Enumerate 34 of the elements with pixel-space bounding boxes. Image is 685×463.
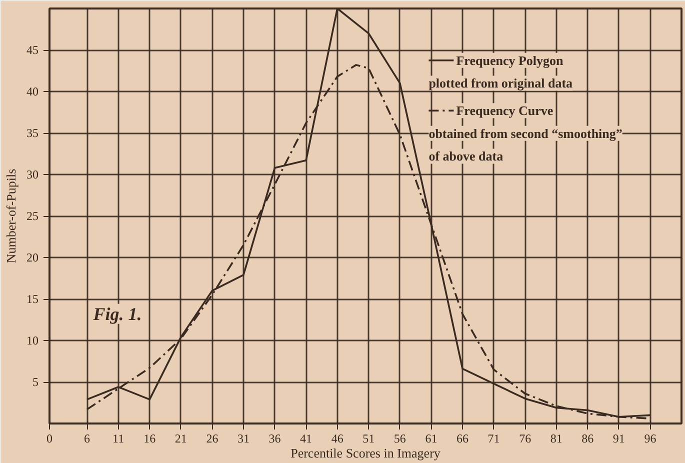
legend-label: Frequency Curve obtained from second “smoothing” of above data (428, 103, 622, 164)
x-tick-label: 41 (300, 432, 312, 446)
x-tick-label: 16 (144, 432, 156, 446)
legend-label: Frequency Polygon plotted from original data (428, 52, 574, 91)
y-tick-label: 30 (26, 168, 38, 182)
x-tick-label: 21 (174, 432, 187, 446)
x-tick-label: 0 (46, 432, 52, 446)
x-tick-label: 56 (394, 432, 406, 446)
y-tick-label: 25 (26, 209, 38, 223)
x-tick-label: 31 (237, 432, 250, 446)
y-tick-label: 5 (32, 375, 38, 389)
x-tick-label: 86 (582, 432, 594, 446)
x-tick-label: 61 (425, 432, 438, 446)
x-tick-label: 66 (456, 432, 468, 446)
x-axis-title: Percentile Scores in Imagery (290, 446, 441, 460)
y-tick-label: 40 (26, 84, 38, 98)
x-tick-label: 36 (268, 432, 281, 446)
annotation: Fig. 1. (92, 304, 142, 324)
y-tick-label: 10 (26, 334, 38, 348)
x-tick-label: 81 (550, 432, 562, 446)
x-tick-label: 6 (84, 432, 90, 446)
y-tick-label: 15 (26, 292, 38, 306)
x-tick-label: 51 (362, 432, 375, 446)
y-tick-label: 45 (26, 43, 38, 57)
x-tick-label: 11 (112, 432, 124, 446)
y-tick-label: 20 (26, 250, 38, 264)
x-tick-label: 26 (206, 432, 218, 446)
x-tick-label: 96 (644, 432, 656, 446)
x-tick-label: 71 (488, 432, 500, 446)
y-tick-label: 35 (26, 126, 38, 140)
x-tick-label: 76 (519, 432, 532, 446)
x-tick-label: 91 (612, 432, 625, 446)
x-tick-label: 46 (331, 432, 344, 446)
y-axis-title: Number-of-Pupils (4, 168, 18, 264)
